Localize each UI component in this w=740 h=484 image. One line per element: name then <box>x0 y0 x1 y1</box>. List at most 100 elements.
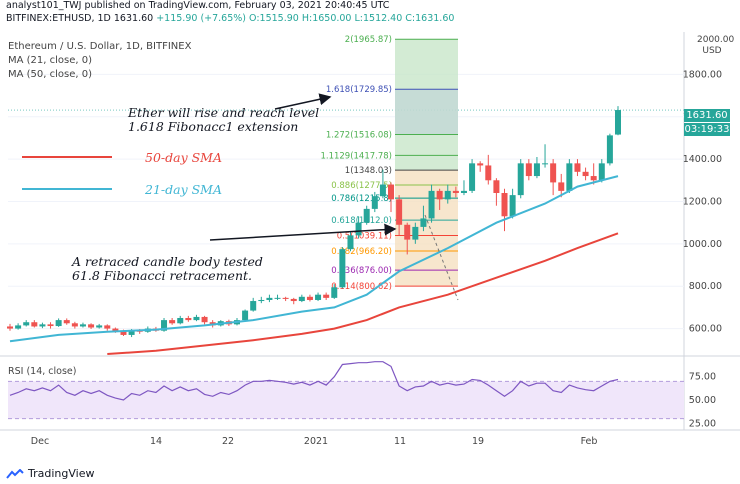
ticker-ohlc: O:1515.90 H:1650.00 L:1512.40 C:1631.60 <box>249 13 455 24</box>
candle <box>566 159 573 193</box>
candle <box>509 188 516 219</box>
candle <box>331 284 338 299</box>
candle-body <box>574 163 581 172</box>
candle <box>339 247 346 289</box>
candle-body <box>444 190 451 200</box>
currency-label[interactable]: 2000.00 USD <box>697 35 735 57</box>
arrow-to-retracement <box>209 223 397 241</box>
candle-body <box>501 193 508 217</box>
candle-body <box>558 182 565 191</box>
candle-body <box>79 324 86 327</box>
candle <box>282 296 289 302</box>
candle <box>606 133 613 166</box>
candle <box>363 205 370 225</box>
candle <box>185 315 192 322</box>
tradingview-footer[interactable]: TradingView <box>6 467 94 480</box>
currency-code: USD <box>702 46 722 56</box>
candle <box>558 173 565 198</box>
candle-body <box>525 163 532 177</box>
candle <box>460 180 467 196</box>
candle <box>39 322 46 329</box>
candle <box>452 186 459 198</box>
candle-body <box>396 199 403 225</box>
candle <box>404 222 411 255</box>
candle <box>290 297 297 305</box>
candle <box>23 320 30 327</box>
arrow-to-extension <box>274 93 332 110</box>
legend-ma21[interactable]: MA (21, close, 0) <box>8 55 93 66</box>
candle-body <box>533 163 540 177</box>
candle <box>436 188 443 210</box>
candle-body <box>96 325 103 328</box>
candle-body <box>590 176 597 181</box>
candle <box>63 318 70 325</box>
ticker-change: +115.90 (+7.65%) <box>156 13 246 24</box>
candle <box>598 159 605 183</box>
candle <box>574 159 581 177</box>
candle-body <box>331 287 338 298</box>
candle-body <box>323 294 330 298</box>
candle <box>615 106 621 136</box>
price-tick-label: 1000.00 <box>683 239 722 250</box>
candle-body <box>71 323 78 327</box>
price-tick-label: 600.00 <box>689 324 722 335</box>
candle-body <box>542 163 549 165</box>
candle <box>412 222 419 244</box>
candle <box>201 315 208 325</box>
ticker-line: BITFINEX:ETHUSD, 1D 1631.60 +115.90 (+7.… <box>6 13 454 24</box>
candle-body <box>104 325 111 329</box>
annotation-retrace: A retraced candle body tested 61.8 Fibon… <box>72 254 263 283</box>
fib-level-label: 0.382(966.20) <box>331 247 392 257</box>
price-axis-top: 2000.00 <box>697 35 735 45</box>
candle-body <box>566 163 573 191</box>
ticker-price: 1631.60 <box>113 13 154 24</box>
candle <box>517 159 524 199</box>
last-price-badge: 1631.60 <box>684 109 730 122</box>
sma21-label: 21-day SMA <box>145 182 223 197</box>
candle-body <box>306 296 313 300</box>
candle <box>274 294 281 300</box>
candle-body <box>509 195 516 217</box>
candle <box>193 314 200 322</box>
fib-level-label: 2(1965.87) <box>345 35 392 45</box>
candle <box>104 324 111 331</box>
candle <box>169 317 176 325</box>
candle-body <box>39 324 46 327</box>
legend-symbol[interactable]: Ethereum / U.S. Dollar, 1D, BITFINEX <box>8 41 192 52</box>
candle <box>444 184 451 204</box>
candle <box>7 323 13 331</box>
time-axis-label: Feb <box>581 436 598 447</box>
candle <box>31 320 38 328</box>
candle <box>298 294 305 303</box>
candle <box>47 322 54 329</box>
candle <box>250 297 257 312</box>
candle-body <box>315 294 322 300</box>
fib-level-label: 0.236(876.00) <box>331 266 392 276</box>
candle-body <box>63 320 70 324</box>
candle-body <box>185 317 192 321</box>
candle <box>388 182 395 213</box>
legend-ma50[interactable]: MA (50, close, 0) <box>8 69 93 80</box>
sma21-line <box>9 175 619 343</box>
candle <box>96 323 103 329</box>
candle-body <box>31 322 38 327</box>
rsi-label: RSI (14, close) <box>8 366 77 377</box>
candle <box>88 323 95 330</box>
candle <box>347 231 354 252</box>
candle-body <box>598 163 605 181</box>
candle-body <box>339 249 346 288</box>
tradingview-logo-icon <box>6 468 24 479</box>
candle-body <box>493 180 500 193</box>
rsi-line <box>9 361 619 401</box>
publisher-line: analyst101_TWJ published on TradingView.… <box>6 0 390 11</box>
time-axis-label: 11 <box>394 436 406 447</box>
candle-body <box>404 224 411 240</box>
candle <box>55 318 62 327</box>
countdown-badge: 03:19:33 <box>684 123 730 136</box>
candle-body <box>193 316 200 321</box>
candle-body <box>420 218 427 227</box>
candle <box>266 294 273 303</box>
time-axis-label: 22 <box>222 436 234 447</box>
candle <box>379 169 386 199</box>
